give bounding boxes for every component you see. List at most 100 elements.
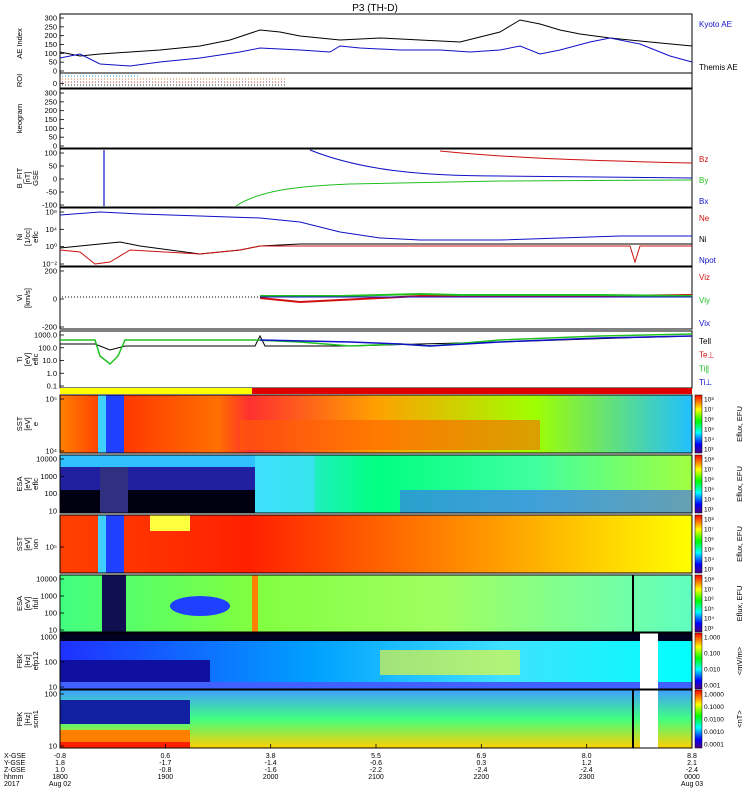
fbk_e-tick-label: 100 [44,658,57,667]
series-ni [59,241,692,255]
series-ti-perp [259,335,693,347]
colorbar-gradient [694,632,703,690]
colorbar-tick-label: 0.1000 [704,704,724,711]
vi-tick-label: 200 [44,267,57,276]
colorbar-tick-label: 10⁶ [704,537,714,544]
ae-tick-label: 250 [44,22,57,31]
region-bar-red [252,388,692,394]
ni-ylabel-1: [1/cc] [23,228,32,246]
sst_i-ylabel-0: SST [15,536,24,551]
series-by [235,179,693,207]
panel-roi [59,72,693,89]
series-kyoto-ae [59,37,693,67]
bfit-tick-label: 100 [44,149,57,158]
esa_e-tick-label: 10 [49,507,57,516]
roi-tick-label: 0 [53,79,57,88]
xaxis-tick-label: Aug 03 [681,781,703,788]
colorbar-tick-label: 10⁶ [704,417,714,424]
xaxis-tick-label: 2.1 [687,760,697,767]
panel-ti [59,330,693,389]
colorbar-gradient [694,689,703,749]
ni-legend-entry: Ne [699,214,710,223]
panel-ni [59,207,693,267]
region-bar-yellow [60,388,252,394]
esa_e-ylabel-0: ESA [15,476,24,491]
colorbar-tick-label: 10⁴ [704,497,714,504]
ti-ylabel-2: eflc [31,353,40,365]
xaxis-row-label: 2017 [4,781,20,788]
esa_i-ylabel-1: [eV] [23,597,32,610]
colorbar-gradient [694,574,703,633]
ti-tick-label: 1.0 [47,369,57,378]
esa_i-tick-label: 1000 [40,592,57,601]
colorbar-tick-label: 10⁶ [704,596,714,603]
ti-tick-label: 0.1 [47,382,57,391]
ni-tick-label: 10⁻² [42,260,57,269]
ae-ylabel-0: AE Index [15,28,24,59]
ti-ylabel-0: Ti [15,356,24,362]
fbk_b-tick-label: 10 [49,742,57,751]
keogram-tick-label: 0 [53,142,57,151]
xaxis-tick-label: 2000 [263,774,279,781]
xaxis-tick-label: -1.4 [265,760,277,767]
fbk_b-ylabel-2: scm1 [31,710,40,728]
ae-tick-label: 300 [44,14,57,23]
sst_e-ylabel-2: e [31,422,40,426]
fbk_b-tick-label: 100 [44,690,57,699]
xaxis-tick-label: -0.8 [54,753,66,760]
series-bx [309,149,693,179]
colorbar-gradient [694,514,703,574]
ti-tick-label: 1000.0 [34,331,57,340]
fbk_e-ylabel-1: [Hz] [23,654,32,667]
keogram-tick-label: 300 [44,89,57,98]
colorbar-tick-label: 10⁴ [704,616,714,623]
bfit-legend-entry: Bz [699,155,708,164]
xaxis-row-label: Z-GSE [4,767,26,774]
xaxis-tick-label: 6.9 [476,753,486,760]
xaxis-tick-label: 2300 [579,774,595,781]
ti-legend-entry: Te⊥ [699,351,714,360]
xaxis-tick-label: 0000 [684,774,700,781]
esa_e-ylabel-1: [eV] [23,477,32,490]
xaxis-tick-label: 0.3 [476,760,486,767]
xaxis-tick-label: 0.6 [160,753,170,760]
xaxis-tick-label: 5.5 [371,753,381,760]
ti-tick-label: 100.0 [38,343,57,352]
sst_i-tick-label: 10⁵ [46,543,57,552]
panel-esa-e [59,454,693,514]
colorbar-label: <mV/m> [735,646,744,675]
series-npot [59,211,692,241]
colorbar-label: Eflux, EFU [735,586,744,622]
vi-legend-entry: Viy [699,296,710,305]
xaxis-tick-label: -2.4 [581,767,593,774]
xaxis-tick-label: 2100 [368,774,384,781]
esa_i-ylabel-0: ESA [15,596,24,611]
panel-fbk-e [59,632,693,690]
xaxis-tick-label: 1.2 [582,760,592,767]
roi-ylabel-0: ROI [15,74,24,87]
series-ne [59,245,692,265]
colorbar-tick-label: 10⁴ [704,437,714,444]
colorbar-label: Eflux, EFU [735,526,744,562]
colorbar-tick-label: 10⁶ [704,477,714,484]
ni-tick-label: 10⁸ [45,208,57,217]
ae-tick-label: 50 [49,58,57,67]
ae-tick-label: 200 [44,31,57,40]
series-themis-ae [59,19,693,57]
fbk_e-tick-label: 1000 [40,633,57,642]
colorbar-tick-label: 10⁸ [704,397,714,404]
colorbar-label: Eflux, EFU [735,406,744,442]
ti-legend-entry: Ti∥ [699,364,709,373]
keogram-tick-label: 50 [49,133,57,142]
ti-legend-entry: Ti⊥ [699,378,712,387]
ae-tick-label: 0 [53,67,57,76]
ti-ylabel-1: [eV] [23,353,32,366]
colorbar-tick-label: 10⁴ [704,557,714,564]
esa_i-ylabel-2: ifull [31,598,40,610]
xaxis-tick-label: 1800 [52,774,68,781]
legends: Kyoto AE Themis AE Bz By Bx Ne Ni Npot Viz Viy Vix… [699,20,738,387]
ae-legend-entry: Themis AE [699,63,738,72]
colorbar-tick-label: 10⁸ [704,457,714,464]
bfit-tick-label: -50 [46,188,57,197]
